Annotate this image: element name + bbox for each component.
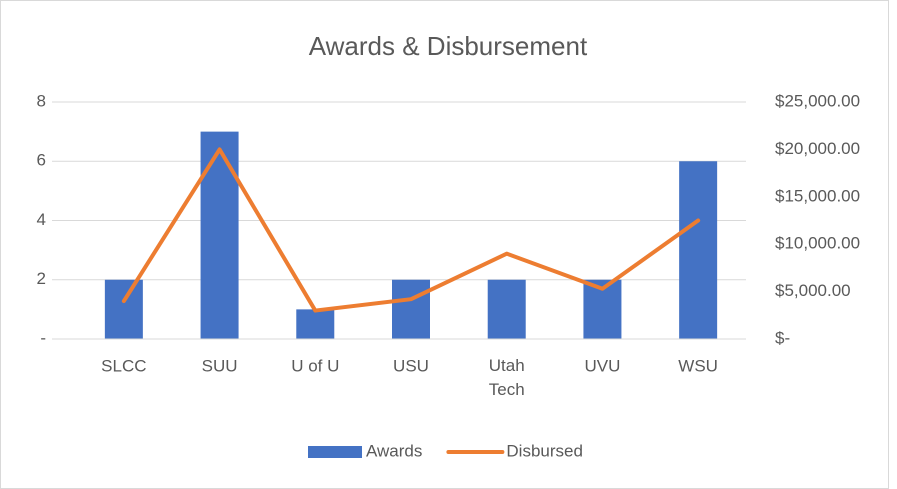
y-tick-label: - [40,328,46,347]
y2-tick-label: $5,000.00 [775,281,851,300]
y-tick-label: 6 [37,151,46,170]
x-tick-label: SUU [202,356,238,375]
x-tick-label: Utah Tech [489,356,525,399]
y-tick-label: 2 [37,269,46,288]
x-tick-label: U of U [291,356,339,375]
y2-tick-label: $20,000.00 [775,139,860,158]
y-tick-label: 8 [37,91,46,110]
x-tick-label: SLCC [101,356,146,375]
line [121,147,701,313]
y2-tick-label: $- [775,328,790,347]
y2-tick-label: $15,000.00 [775,186,860,205]
x-tick-label: USU [393,356,429,375]
y2-tick-label: $25,000.00 [775,91,860,110]
legend-label: Disbursed [506,441,583,460]
x-tick-label: UVU [584,356,620,375]
bar [392,279,430,339]
bar [487,279,526,339]
bar [200,131,239,339]
chart-title: Awards & Disbursement [309,31,588,61]
bar [296,309,335,339]
legend-swatch [308,446,362,458]
bar [104,279,143,339]
y2-tick-label: $10,000.00 [775,234,860,253]
x-tick-label: WSU [678,356,718,375]
legend-label: Awards [366,441,422,460]
y-tick-label: 4 [37,210,46,229]
bar [679,161,718,339]
